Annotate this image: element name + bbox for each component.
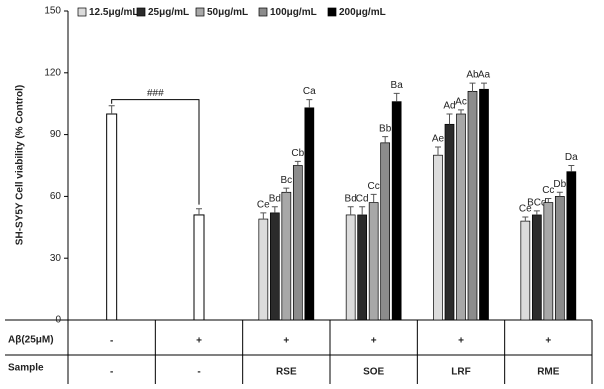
significance-letter: Ce	[257, 200, 270, 211]
significance-letter: Bd	[345, 193, 357, 204]
control-bar	[193, 214, 205, 321]
control-bar	[106, 113, 118, 321]
significance-letter: Cd	[356, 193, 369, 204]
legend-label: 200μg/mL	[339, 7, 386, 18]
error-bar	[294, 160, 301, 166]
legend-label: 12.5μg/mL	[89, 7, 138, 18]
error-bar	[260, 212, 267, 220]
significance-letter: Ce	[519, 204, 532, 215]
error-bar	[446, 113, 453, 125]
error-bar	[435, 146, 441, 156]
error-bar	[393, 92, 400, 102]
bar	[479, 88, 489, 321]
x-tick-label: -	[197, 367, 200, 378]
error-bar	[347, 206, 354, 215]
significance-letter: Ae	[432, 134, 445, 145]
abeta-cell: +	[545, 336, 551, 347]
error-bar	[522, 216, 529, 222]
significance-letter: Bc	[280, 175, 292, 186]
y-tick-label: 90	[50, 129, 62, 140]
bar	[520, 220, 531, 321]
abeta-cell: -	[110, 336, 113, 347]
legend-label: 50μg/mL	[207, 7, 248, 18]
x-tick-label: -	[110, 367, 113, 378]
significance-letter: Da	[565, 152, 578, 163]
legend-swatch	[77, 7, 87, 17]
significance-letter: Ca	[303, 86, 316, 97]
bar	[269, 212, 280, 321]
y-tick-label: 150	[44, 6, 61, 17]
bar	[444, 123, 455, 321]
bar	[391, 101, 402, 321]
error-bar	[545, 197, 552, 203]
abeta-cell: +	[371, 336, 377, 347]
x-tick-label: RSE	[276, 367, 297, 378]
error-bar	[481, 82, 487, 90]
bar	[456, 113, 466, 321]
bracket-label: ###	[147, 88, 164, 99]
legend-swatch	[195, 7, 205, 17]
significance-letter: Aa	[478, 70, 491, 81]
bar	[281, 191, 292, 321]
error-bar	[458, 109, 464, 114]
y-tick-label: 30	[50, 253, 62, 264]
error-bar	[382, 136, 389, 143]
significance-letter: Ba	[391, 80, 404, 91]
y-tick-label: 0	[55, 315, 61, 326]
significance-letter: BCd	[527, 197, 546, 208]
significance-letter: Cc	[368, 181, 380, 192]
abeta-cell: +	[283, 336, 289, 347]
error-bar	[306, 99, 313, 108]
row-label: Aβ(25μM)	[8, 335, 54, 346]
error-bar	[568, 165, 575, 172]
row-label: Sample	[8, 363, 44, 374]
significance-letter: Db	[553, 179, 566, 190]
error-bar	[469, 82, 476, 92]
error-bar	[108, 105, 115, 114]
bar	[258, 218, 269, 321]
bracket	[111, 99, 200, 205]
error-bar	[283, 187, 290, 193]
legend-swatch	[327, 7, 337, 17]
error-bar	[196, 208, 202, 215]
x-tick-label: SOE	[363, 367, 384, 378]
error-bar	[533, 210, 540, 215]
y-axis-label: SH-SY5Y Cell viability (% Control)	[15, 85, 26, 245]
error-bar	[359, 206, 366, 215]
legend-label: 100μg/mL	[270, 7, 317, 18]
significance-letter: Cc	[542, 185, 554, 196]
significance-letter: Ad	[443, 101, 455, 112]
bar	[467, 90, 478, 321]
significance-letter: Bd	[269, 193, 281, 204]
bar	[368, 202, 379, 321]
bar	[357, 214, 368, 321]
bar	[292, 165, 303, 321]
significance-letter: Ab	[466, 70, 479, 81]
error-bar	[370, 193, 377, 203]
bar	[380, 142, 391, 321]
legend-label: 25μg/mL	[148, 7, 189, 18]
bar	[566, 171, 577, 321]
bar	[543, 202, 554, 321]
bar	[554, 196, 565, 321]
legend-swatch	[136, 7, 146, 17]
bar	[345, 214, 356, 321]
bar	[531, 214, 542, 321]
y-tick-label: 120	[44, 67, 61, 78]
significance-letter: Ac	[455, 97, 467, 108]
x-tick-label: RME	[537, 367, 560, 378]
error-bar	[556, 191, 563, 197]
abeta-cell: +	[458, 336, 464, 347]
y-tick-label: 60	[50, 191, 62, 202]
legend-swatch	[258, 7, 268, 17]
significance-letter: Bb	[379, 123, 392, 134]
significance-letter: Cb	[291, 148, 304, 159]
abeta-cell: +	[196, 336, 202, 347]
bar	[433, 154, 443, 321]
x-tick-label: LRF	[451, 367, 470, 378]
error-bar	[271, 206, 278, 213]
bar	[304, 107, 315, 321]
